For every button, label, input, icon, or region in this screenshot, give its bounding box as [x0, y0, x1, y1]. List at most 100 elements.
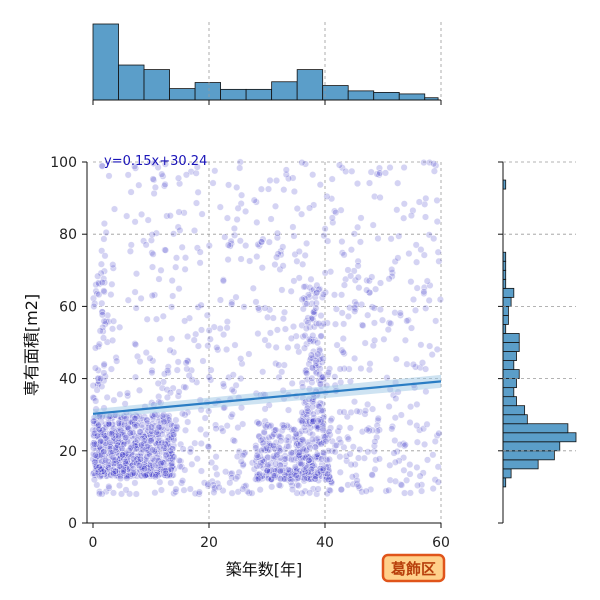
- scatter-point: [382, 487, 390, 495]
- scatter-point: [255, 306, 263, 314]
- scatter-point: [161, 180, 169, 188]
- scatter-point: [239, 452, 247, 460]
- scatter-point: [158, 170, 166, 178]
- scatter-point: [96, 327, 104, 335]
- scatter-point: [178, 243, 186, 251]
- x-histogram-bar: [347, 90, 375, 101]
- scatter-point: [184, 333, 192, 341]
- scatter-point: [433, 196, 441, 204]
- scatter-point: [221, 233, 229, 241]
- y-tick-label: 100: [50, 155, 77, 171]
- scatter-point: [298, 379, 306, 387]
- scatter-point: [192, 330, 200, 338]
- scatter-point: [313, 289, 321, 297]
- scatter-point: [195, 488, 203, 496]
- y-histogram-bar: [502, 423, 569, 434]
- scatter-point: [347, 408, 355, 416]
- scatter-point: [398, 481, 406, 489]
- scatter-point: [105, 483, 113, 491]
- scatter-point: [277, 454, 285, 462]
- scatter-point: [436, 296, 444, 304]
- scatter-point: [431, 437, 439, 445]
- scatter-point: [308, 364, 316, 372]
- scatter-point: [213, 344, 221, 352]
- scatter-point: [387, 235, 395, 243]
- scatter-point: [344, 433, 352, 441]
- scatter-point: [316, 399, 324, 407]
- scatter-point: [126, 490, 134, 498]
- scatter-point: [148, 292, 156, 300]
- scatter-point: [391, 437, 399, 445]
- scatter-point: [386, 461, 394, 469]
- scatter-point: [194, 303, 202, 311]
- scatter-point: [316, 181, 324, 189]
- scatter-point: [409, 361, 417, 369]
- scatter-point: [360, 454, 368, 462]
- scatter-point: [311, 352, 319, 360]
- x-histogram-bar: [271, 81, 298, 101]
- scatter-point: [149, 455, 157, 463]
- scatter-point: [284, 466, 292, 474]
- y-histogram-bar: [502, 441, 561, 452]
- scatter-point: [109, 261, 117, 269]
- scatter-point: [108, 430, 116, 438]
- scatter-point: [346, 304, 354, 312]
- scatter-point: [240, 303, 248, 311]
- scatter-point: [319, 355, 327, 363]
- scatter-point: [401, 442, 409, 450]
- scatter-point: [173, 422, 181, 430]
- scatter-point: [164, 367, 172, 375]
- scatter-point: [112, 354, 120, 362]
- scatter-point: [132, 490, 140, 498]
- scatter-point: [413, 284, 421, 292]
- scatter-point: [281, 325, 289, 333]
- scatter-point: [169, 384, 177, 392]
- scatter-point: [329, 218, 337, 226]
- scatter-point: [168, 277, 176, 285]
- scatter-point: [137, 441, 145, 449]
- scatter-point: [154, 457, 162, 465]
- scatter-point: [331, 207, 339, 215]
- scatter-point: [317, 416, 325, 424]
- scatter-point: [194, 342, 202, 350]
- scatter-point: [354, 273, 362, 281]
- scatter-point: [131, 218, 139, 226]
- scatter-point: [138, 421, 146, 429]
- scatter-point: [272, 343, 280, 351]
- scatter-point: [351, 460, 359, 468]
- x-tick-label: 60: [432, 535, 450, 551]
- scatter-point: [175, 208, 183, 216]
- scatter-point: [127, 444, 135, 452]
- scatter-point: [116, 323, 124, 331]
- scatter-point: [353, 407, 361, 415]
- scatter-point: [281, 308, 289, 316]
- scatter-point: [309, 417, 317, 425]
- scatter-point: [369, 405, 377, 413]
- scatter-point: [161, 246, 169, 254]
- scatter-point: [344, 312, 352, 320]
- scatter-point: [298, 489, 306, 497]
- scatter-point: [369, 342, 377, 350]
- scatter-point: [205, 242, 213, 250]
- scatter-point: [172, 416, 180, 424]
- scatter-point: [311, 475, 319, 483]
- scatter-point: [301, 344, 309, 352]
- scatter-point: [156, 443, 164, 451]
- regression-equation: y=0.15x+30.24: [104, 154, 207, 169]
- scatter-point: [413, 422, 421, 430]
- scatter-point: [386, 476, 394, 484]
- scatter-point: [416, 426, 424, 434]
- scatter-point: [98, 247, 106, 255]
- scatter-point: [159, 378, 167, 386]
- scatter-point: [273, 326, 281, 334]
- scatter-point: [167, 465, 175, 473]
- scatter-point: [336, 161, 344, 169]
- scatter-point: [222, 468, 230, 476]
- scatter-point: [178, 410, 186, 418]
- scatter-point: [371, 336, 379, 344]
- y-marginal-histogram: [498, 161, 577, 524]
- scatter-point: [166, 453, 174, 461]
- scatter-point: [412, 306, 420, 314]
- scatter-point: [109, 264, 117, 272]
- regression-line-group: [92, 374, 442, 419]
